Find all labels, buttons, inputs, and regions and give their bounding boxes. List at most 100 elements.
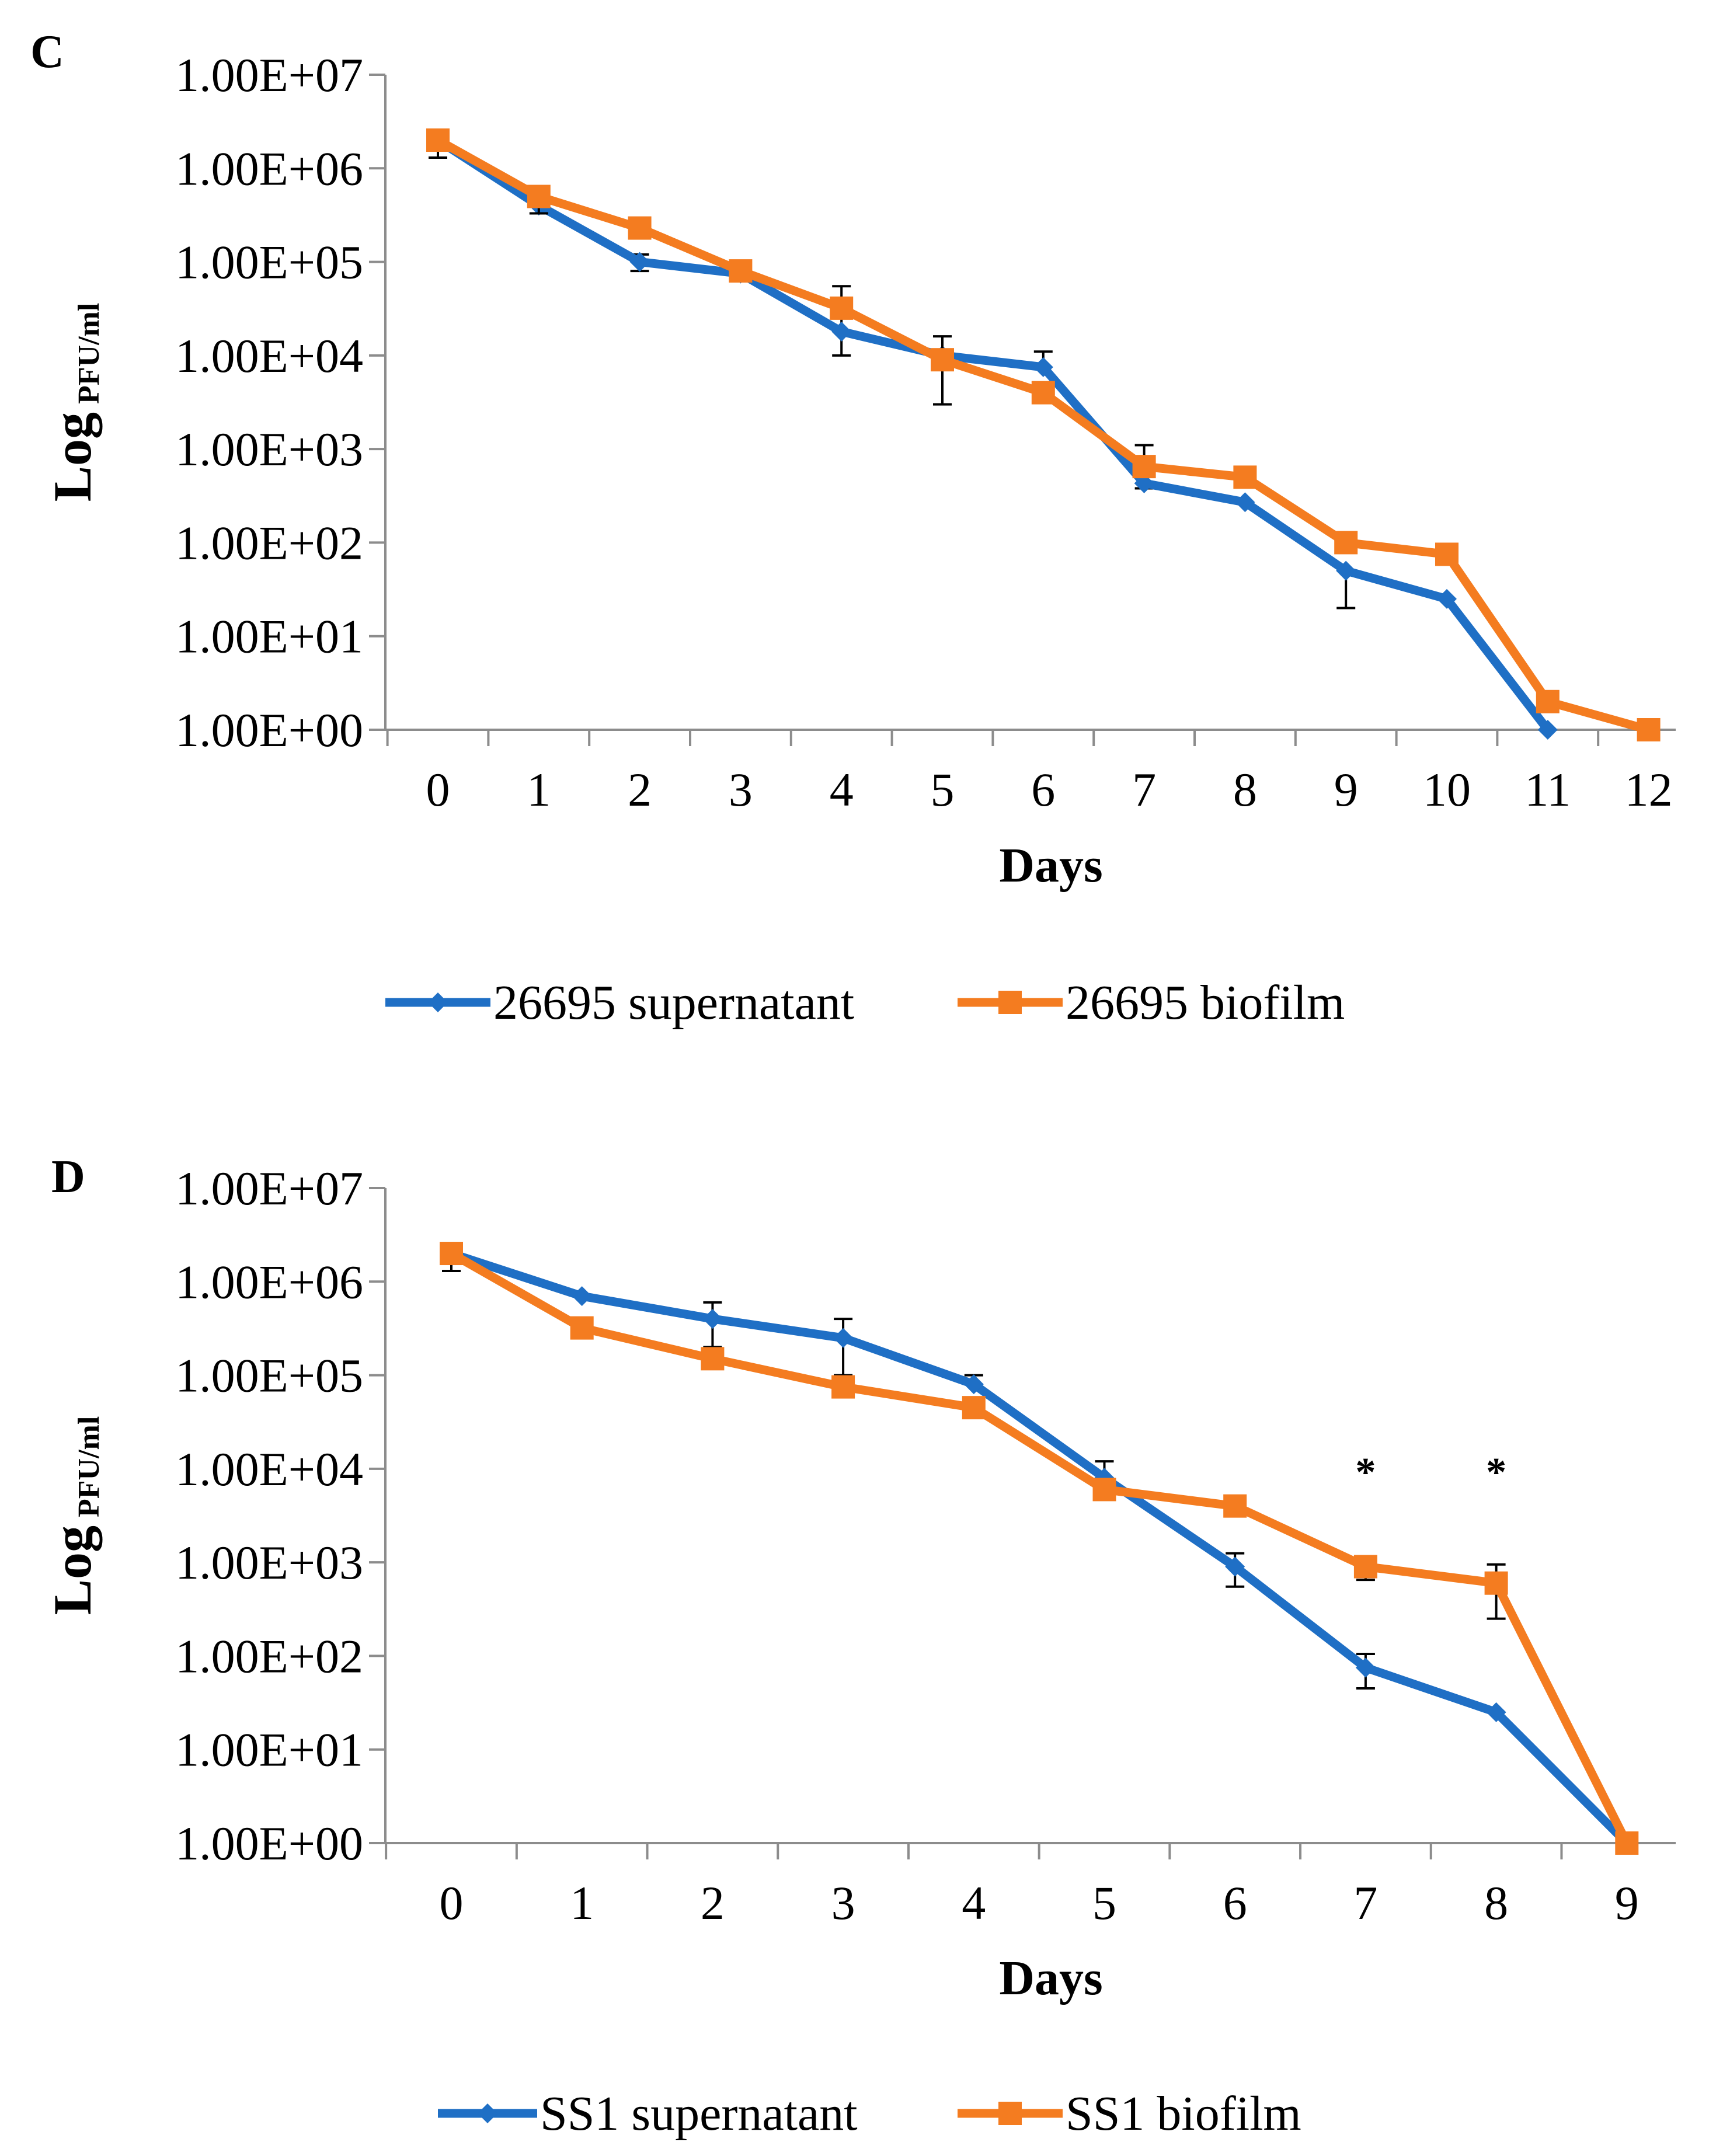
y-axis-title-main: Log [43,1525,102,1615]
data-point [440,1242,463,1266]
data-point [1615,1831,1639,1855]
significance-asterisk: * [1355,1450,1376,1495]
y-tick-label: 1.00E+05 [175,1349,363,1402]
y-axis-title-sub: PFU/ml [72,303,106,404]
data-point [701,1347,725,1371]
panel-label: C [30,26,64,78]
panel-label: D [51,1151,85,1203]
data-point [1353,1555,1377,1579]
y-tick-label: 1.00E+07 [175,1162,363,1215]
data-point [1225,1556,1245,1577]
y-tick-label: 1.00E+00 [175,703,363,757]
data-point [1336,560,1356,581]
x-tick-label: 8 [1484,1876,1508,1929]
y-tick-label: 1.00E+07 [175,48,363,102]
x-tick-label: 7 [1132,763,1156,816]
legend-entry: 26695 biofilm [958,976,1345,1030]
y-tick-label: 1.00E+05 [175,236,363,289]
data-point [830,296,854,320]
x-tick-label: 10 [1423,763,1471,816]
legend-label: SS1 biofilm [1066,2087,1301,2141]
x-tick-label: 2 [701,1876,725,1929]
data-point [1134,473,1154,493]
legend-marker [998,2102,1022,2125]
x-tick-label: 9 [1334,763,1358,816]
legend-entry: SS1 supernatant [438,2087,858,2141]
x-tick-label: 5 [931,763,955,816]
y-tick-label: 1.00E+01 [175,610,363,663]
x-tick-label: 11 [1524,763,1571,816]
legend-marker [998,991,1022,1014]
y-tick-label: 1.00E+03 [175,1536,363,1589]
data-point [931,348,954,372]
legend-label: 26695 supernatant [493,976,854,1030]
data-point [831,321,852,342]
x-axis-title: Days [999,1951,1102,2005]
data-point [831,1375,855,1399]
data-point [1355,1657,1376,1678]
data-point [729,259,753,283]
data-point [1033,357,1053,377]
data-point [1223,1494,1247,1518]
data-point [1233,465,1257,489]
y-tick-label: 1.00E+03 [175,423,363,476]
x-tick-label: 0 [426,763,450,816]
x-tick-label: 3 [831,1876,855,1929]
data-point [1537,720,1558,740]
x-tick-label: 1 [570,1876,594,1929]
legend-entry: 26695 supernatant [385,976,854,1030]
y-tick-label: 1.00E+00 [175,1817,363,1870]
chart-panel-d: D 1.00E+07 1.00E+06 1.00E+05 1.00E+04 1.00E+0… [43,1151,1676,2141]
legend-label: SS1 supernatant [540,2087,858,2141]
data-point [1235,492,1255,513]
data-point [1092,1478,1116,1502]
y-tick-label: 1.00E+02 [175,1629,363,1683]
y-tick-label: 1.00E+04 [175,329,363,382]
data-point [1536,689,1560,713]
y-tick-label: 1.00E+01 [175,1723,363,1777]
data-point [1132,455,1156,479]
x-tick-label: 7 [1353,1876,1377,1929]
series-26695-supernatant [428,130,1558,740]
data-point [628,216,652,240]
data-point [1334,531,1358,555]
x-tick-label: 12 [1625,763,1673,816]
legend-marker [428,992,448,1012]
data-point [570,1316,594,1340]
data-point [702,1309,723,1329]
x-tick-label: 3 [729,763,753,816]
legend-entry: SS1 biofilm [958,2087,1301,2141]
data-point [1435,542,1459,566]
x-tick-label: 9 [1615,1876,1639,1929]
y-axis-title-sub: PFU/ml [72,1416,106,1517]
y-tick-label: 1.00E+06 [175,1255,363,1308]
data-point [1031,381,1055,405]
x-tick-label: 5 [1092,1876,1116,1929]
x-tick-label: 4 [962,1876,986,1929]
y-tick-label: 1.00E+02 [175,516,363,569]
y-tick-label: 1.00E+04 [175,1443,363,1496]
x-tick-label: 4 [830,763,854,816]
x-tick-label: 8 [1233,763,1257,816]
series-ss1-biofilm [440,1242,1639,1855]
series-26695-biofilm [426,128,1661,741]
data-point [629,252,650,272]
x-axis-title: Days [999,838,1102,893]
series-line [450,1249,1630,1847]
data-point [527,184,551,208]
data-point [1486,1702,1506,1722]
series-line [436,136,1650,734]
x-tick-label: 6 [1031,763,1055,816]
data-point [572,1286,592,1307]
y-axis-title-main: Log [43,412,102,501]
data-point [1437,588,1457,609]
y-tick-label: 1.00E+06 [175,142,363,195]
y-axis-title: Log PFU/ml [43,1416,106,1615]
data-point [1484,1571,1508,1595]
legend-label: 26695 biofilm [1066,976,1345,1030]
chart-panel-c: C 1.00E+07 1.00E+06 1.00E+05 1.00E+04 1.00E+0… [30,26,1676,1030]
x-tick-label: 1 [527,763,551,816]
x-tick-label: 0 [440,1876,464,1929]
data-point [962,1396,986,1420]
